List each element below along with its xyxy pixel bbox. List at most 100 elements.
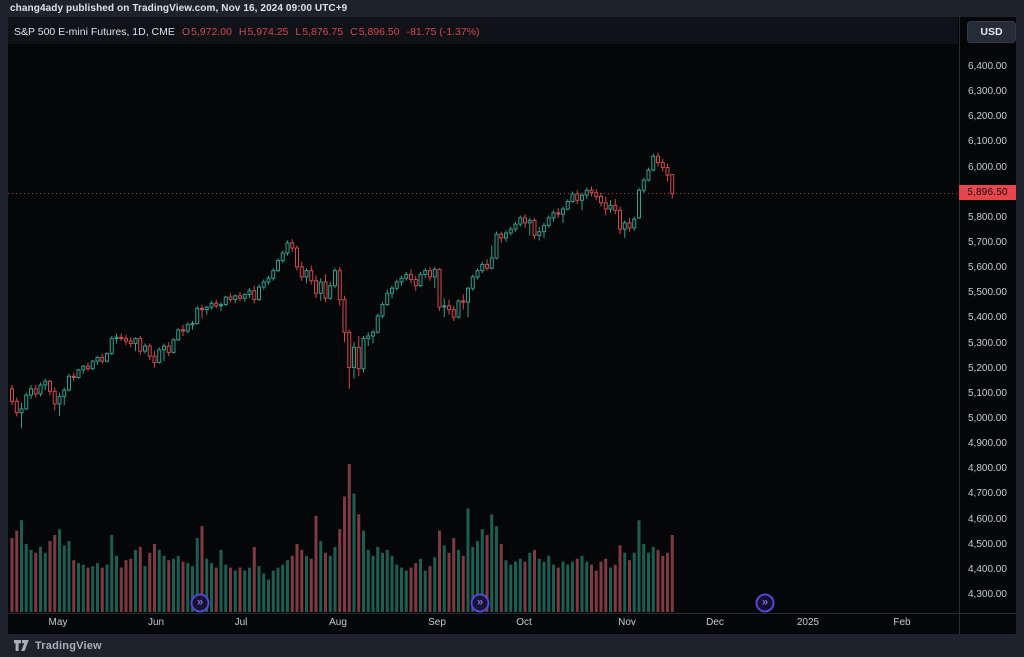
candle-up (162, 345, 166, 351)
candle-up (81, 365, 86, 371)
volume-bar (537, 558, 541, 612)
volume-bar (338, 529, 342, 612)
price-axis-label: 4,800.00 (968, 463, 1007, 475)
candle-down (309, 270, 314, 282)
price-axis-label: 4,500.00 (968, 538, 1007, 550)
legend-backdrop (8, 17, 958, 44)
volume-bar (115, 555, 118, 612)
price-axis-label: 6,200.00 (968, 111, 1007, 123)
candle-down (409, 273, 413, 280)
volume-bar (490, 514, 494, 612)
volume-bar (433, 557, 437, 612)
candle-down (556, 212, 561, 215)
time-axis[interactable]: May Jun Jul Aug Sep Oct Nov Dec 2025 Feb (8, 614, 1016, 634)
last-price-label: 5,896.50 (959, 185, 1016, 200)
price-axis[interactable]: 6,400.00 6,300.00 6,200.00 6,100.00 6,000.00… (958, 17, 1016, 634)
symbol-legend[interactable]: S&P 500 E-mini Futures, 1D, CME O5,972.0… (14, 25, 480, 39)
volume-bar (594, 570, 598, 612)
candle-down (485, 263, 489, 269)
candle-up (57, 395, 62, 405)
candle-up (432, 268, 437, 278)
volume-bar (528, 552, 532, 612)
contract-rollover-marker[interactable]: » (470, 593, 490, 613)
contract-rollover-marker[interactable]: » (755, 593, 775, 613)
candle-up (546, 217, 551, 226)
candle-down (128, 340, 133, 345)
volume-bar (286, 560, 289, 612)
candle-down (356, 346, 361, 370)
volume-bar (590, 564, 593, 612)
candle-down (214, 302, 219, 307)
volume-bar (556, 567, 560, 612)
volume-bar (53, 535, 57, 612)
candle-down (499, 233, 504, 239)
volume-bar (623, 552, 627, 612)
volume-bar (62, 545, 66, 612)
volume-bar (148, 552, 152, 612)
time-axis-label: 2025 (796, 617, 820, 628)
candle-down (152, 355, 157, 363)
candle-down (660, 162, 665, 169)
volume-bar (542, 561, 546, 612)
time-axis-label: Sep (428, 617, 446, 628)
volume-bar (314, 515, 318, 612)
chart-pane[interactable] (8, 17, 1016, 634)
candle-up (171, 339, 176, 353)
candle-up (318, 281, 323, 294)
currency-usd-button[interactable]: USD (967, 21, 1016, 43)
candle-up (261, 281, 266, 288)
price-axis-label: 5,300.00 (968, 337, 1007, 349)
volume-bar (110, 535, 114, 612)
open-value: 5,972.00 (191, 26, 232, 38)
volume-bar (200, 526, 204, 612)
candle-up (176, 329, 181, 341)
candle-up (394, 281, 399, 289)
volume-bar (461, 555, 465, 612)
volume-bar (604, 558, 608, 612)
ohlc-values: O5,972.00 H5,974.25 L5,876.75 C5,896.50 … (182, 26, 480, 38)
candle-up (242, 294, 247, 299)
high-value: 5,974.25 (247, 26, 289, 38)
candle-up (608, 204, 613, 210)
candle-down (461, 300, 466, 303)
candle-up (266, 277, 271, 283)
volume-bar (628, 560, 631, 612)
volume-bar (376, 546, 380, 612)
candle-up (219, 304, 223, 307)
volume-bar (599, 561, 603, 612)
candle-down (181, 329, 185, 332)
volume-bar (58, 529, 61, 612)
candle-up (399, 277, 404, 283)
candle-down (86, 365, 90, 370)
candle-down (437, 268, 442, 308)
candle-up (561, 208, 565, 215)
volume-bar (366, 549, 370, 612)
candle-up (651, 155, 656, 171)
candle-up (570, 193, 575, 203)
time-axis-label: Aug (329, 617, 347, 628)
volume-bar (438, 530, 441, 612)
price-axis-label: 5,800.00 (968, 211, 1007, 223)
candle-up (285, 242, 290, 254)
volume-bar (580, 555, 584, 612)
volume-bar (319, 540, 323, 612)
time-axis-label: Jul (234, 617, 248, 628)
candle-down (299, 266, 304, 278)
candle-down (613, 204, 618, 211)
candle-down (451, 309, 456, 318)
tradingview-brand-link[interactable]: TradingView (14, 639, 102, 652)
volume-bar (442, 545, 446, 612)
price-axis-label: 5,500.00 (968, 287, 1007, 299)
volume-bar (252, 546, 256, 612)
contract-rollover-marker[interactable]: » (190, 593, 210, 613)
volume-bar (153, 543, 156, 612)
candle-up (641, 179, 646, 191)
candle-down (290, 242, 295, 249)
candle-up (646, 169, 651, 181)
candle-down (138, 338, 143, 352)
volume-bar (647, 552, 650, 612)
candle-up (494, 233, 499, 259)
price-axis-label: 6,300.00 (968, 86, 1007, 98)
volume-bar (224, 564, 228, 612)
